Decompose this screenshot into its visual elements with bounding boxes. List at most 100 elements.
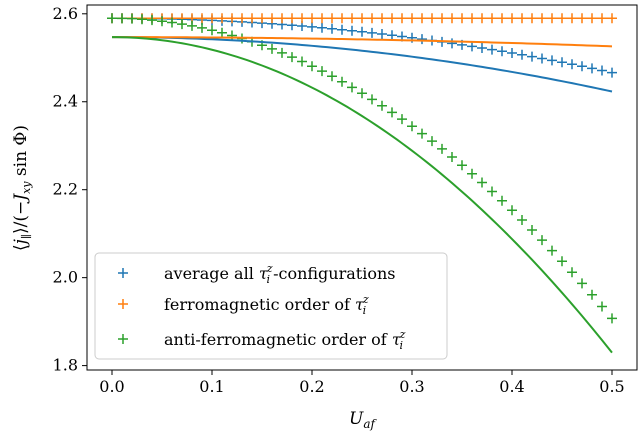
data-point [367, 94, 377, 105]
data-point [127, 13, 137, 24]
data-point [367, 13, 377, 24]
data-point [377, 13, 387, 24]
data-point [137, 14, 147, 25]
data-point [387, 107, 397, 118]
data-point [417, 13, 427, 24]
data-point [357, 88, 367, 99]
data-point [427, 13, 437, 24]
data-point [217, 13, 227, 24]
data-point [537, 13, 547, 24]
data-point [477, 13, 487, 24]
data-point [527, 13, 537, 24]
data-point [357, 13, 367, 24]
data-point [487, 44, 497, 55]
data-point [427, 136, 437, 147]
data-point [217, 27, 227, 38]
data-point [307, 61, 317, 72]
data-point [347, 25, 357, 36]
data-point [227, 30, 237, 41]
legend-entry-0: average all τz i -configurations [164, 262, 395, 286]
data-point [317, 66, 327, 77]
data-point [197, 22, 207, 33]
data-point [557, 13, 567, 24]
data-point [187, 20, 197, 31]
data-point [407, 13, 417, 24]
series-line-3 [111, 36, 613, 93]
data-point [327, 13, 337, 24]
x-tick-label: 0.3 [399, 377, 424, 396]
data-point [547, 245, 557, 256]
y-tick-label: 2.6 [53, 4, 78, 23]
data-point [507, 205, 517, 216]
data-point [287, 52, 297, 63]
data-point [267, 13, 277, 24]
x-axis-label: Uaf [349, 409, 377, 431]
data-point [557, 57, 567, 68]
legend: average all τz i -configurations ferromagne… [94, 252, 448, 360]
data-point [547, 13, 557, 24]
data-point [307, 13, 317, 24]
data-point [317, 22, 327, 33]
data-point [107, 13, 117, 24]
data-point [517, 215, 527, 226]
data-point [317, 13, 327, 24]
data-point [207, 25, 217, 36]
data-point [497, 195, 507, 206]
data-point [477, 177, 487, 188]
legend-entry-2: anti-ferromagnetic order of τz i [164, 328, 406, 352]
legend-entry-1: ferromagnetic order of τz i [164, 293, 369, 317]
x-tick-label: 0.0 [99, 377, 124, 396]
data-point [437, 143, 447, 154]
data-point [507, 13, 517, 24]
data-point [567, 13, 577, 24]
data-point [607, 13, 617, 24]
data-point [437, 13, 447, 24]
data-point [207, 13, 217, 24]
data-point [307, 21, 317, 32]
plot-frame [86, 4, 638, 371]
data-point [527, 51, 537, 62]
data-point [497, 46, 507, 57]
data-point [147, 15, 157, 26]
x-tick-label: 0.5 [599, 377, 624, 396]
data-point [457, 13, 467, 24]
data-point [567, 267, 577, 278]
data-point [237, 13, 247, 24]
data-point [597, 65, 607, 76]
data-point [197, 13, 207, 24]
data-point [517, 49, 527, 60]
data-point [597, 13, 607, 24]
data-point [177, 19, 187, 30]
y-tick-label: 2.2 [53, 180, 78, 199]
data-point [397, 13, 407, 24]
data-point [457, 160, 467, 171]
data-point [297, 56, 307, 67]
y-tick-label: 2.0 [53, 268, 78, 287]
legend-marker [118, 268, 128, 278]
data-point [577, 61, 587, 72]
data-point [507, 48, 517, 59]
data-point [417, 34, 427, 45]
data-point [227, 13, 237, 24]
series-markers-2 [107, 13, 617, 324]
series-line-4 [112, 36, 613, 48]
data-point [367, 27, 377, 38]
series-line-5 [111, 36, 613, 354]
data-point [467, 41, 477, 52]
x-tick-label: 0.2 [299, 377, 324, 396]
data-point [447, 38, 457, 49]
legend-marker [118, 334, 128, 344]
data-point [297, 13, 307, 24]
data-point [167, 17, 177, 28]
data-point [347, 13, 357, 24]
x-tick-label: 0.4 [499, 377, 524, 396]
data-point [277, 47, 287, 58]
data-point [327, 23, 337, 34]
data-point [607, 313, 617, 324]
data-point [467, 168, 477, 179]
data-point [577, 278, 587, 289]
data-point [397, 114, 407, 125]
data-point [497, 13, 507, 24]
data-point [477, 42, 487, 53]
